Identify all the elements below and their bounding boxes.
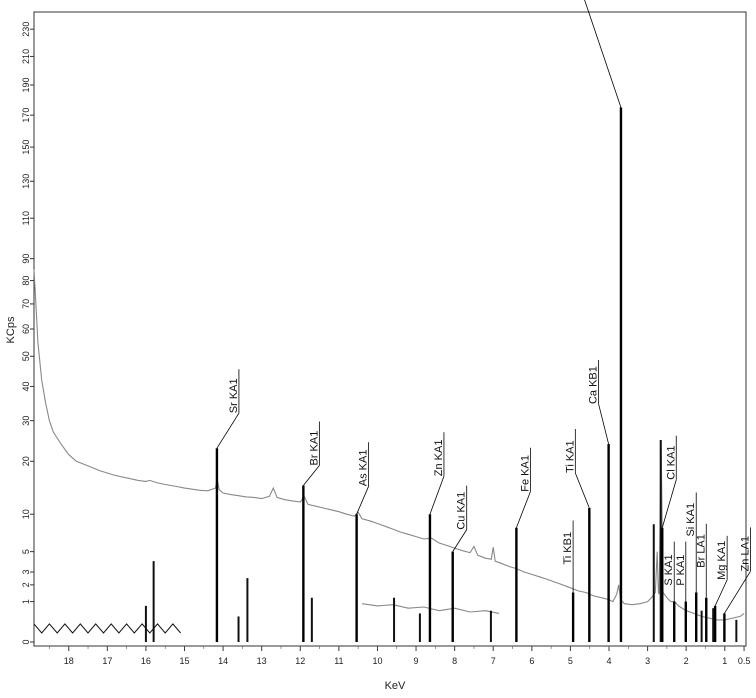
- y-axis-label: KCps: [5, 316, 17, 343]
- peak-label-5: Fe KA1: [519, 455, 531, 492]
- y-tick-label-19: 210: [21, 49, 31, 64]
- x-tick-label-5: 13: [257, 656, 267, 666]
- x-tick-label-12: 6: [529, 656, 534, 666]
- x-tick-label-10: 8: [452, 656, 457, 666]
- peak-label-14: Br LA1: [695, 534, 707, 568]
- x-tick-label-1: 17: [102, 656, 112, 666]
- peak-label-4: Cu KA1: [456, 492, 468, 530]
- y-tick-label-0: 0: [21, 639, 31, 644]
- peak-leader-15: [714, 579, 728, 607]
- y-tick-label-5: 10: [21, 509, 31, 519]
- x-axis: 18 17 16 15 14 13 12 11 10 9 8 7 6 5 4 3 2 1 0.5: [49, 646, 750, 666]
- peak-label-10: Cl KA1: [665, 445, 677, 479]
- x-tick-label-2: 16: [141, 656, 151, 666]
- series-spectrum-gray: [33, 269, 745, 621]
- x-tick-label-6: 12: [295, 656, 305, 666]
- peak-leader-16: [724, 571, 751, 614]
- peak-leader-0: [216, 412, 240, 449]
- peak-leader-5: [516, 491, 531, 528]
- plot-frame: [33, 11, 747, 647]
- y-tick-label-1: 1: [21, 599, 31, 604]
- peaks-layer: Sr KA1 Br KA1 As KA1 Zn KA1 Cu KA1 Fe KA1 Ti K…: [144, 0, 751, 642]
- x-tick-label-18: 0.5: [738, 656, 751, 666]
- x-tick-label-0: 18: [64, 656, 74, 666]
- y-tick-label-10: 60: [21, 324, 31, 334]
- x-tick-label-8: 10: [372, 656, 382, 666]
- y-tick-label-6: 20: [21, 456, 31, 466]
- y-tick-label-20: 230: [21, 22, 31, 37]
- series-spectrum-gray-low: [361, 603, 500, 614]
- x-tick-label-16: 2: [684, 656, 689, 666]
- peak-label-12: P KA1: [675, 555, 687, 586]
- y-tick-label-2: 2: [21, 582, 31, 587]
- peak-leader-8: [598, 403, 610, 445]
- peak-label-15: Mg KA1: [716, 541, 728, 580]
- y-tick-label-17: 170: [21, 108, 31, 123]
- x-axis-label: KeV: [385, 680, 406, 692]
- peak-leader-3: [429, 476, 445, 515]
- x-tick-label-7: 11: [334, 656, 343, 666]
- y-tick-label-9: 50: [21, 351, 31, 361]
- peak-leader-2: [356, 486, 369, 515]
- series-spectrum-black: [33, 623, 181, 634]
- x-tick-label-13: 5: [568, 656, 573, 666]
- x-tick-label-4: 14: [218, 656, 228, 666]
- y-tick-label-4: 5: [21, 549, 31, 554]
- peak-leader-9: [584, 0, 622, 108]
- peak-label-6: Ti KB1: [562, 532, 574, 565]
- peak-label-16: Zn LA1: [739, 536, 751, 571]
- y-tick-label-11: 70: [21, 299, 31, 309]
- y-tick-label-12: 80: [21, 276, 31, 286]
- y-tick-label-13: 90: [21, 254, 31, 264]
- peak-leader-10: [661, 479, 677, 528]
- y-tick-label-8: 40: [21, 381, 31, 391]
- x-tick-label-15: 3: [645, 656, 650, 666]
- x-tick-label-11: 7: [491, 656, 496, 666]
- x-tick-label-9: 9: [414, 656, 419, 666]
- peak-label-7: Ti KA1: [564, 440, 576, 473]
- y-tick-label-7: 30: [21, 416, 31, 426]
- x-tick-label-3: 15: [179, 656, 189, 666]
- series-layer: [33, 269, 745, 634]
- peak-leader-7: [574, 472, 590, 509]
- peak-label-0: Sr KA1: [228, 378, 240, 413]
- y-tick-label-14: 110: [21, 211, 31, 225]
- y-axis: 0 1 2 3 5 10 20 30 40 50 60 70 80 90 110 130 150 170 190 21…: [21, 22, 34, 645]
- peak-label-2: As KA1: [358, 450, 370, 487]
- peak-leader-4: [452, 529, 468, 552]
- peak-label-8: Ca KB1: [588, 366, 600, 404]
- y-tick-label-15: 130: [21, 174, 31, 189]
- peak-label-11: S KA1: [663, 554, 675, 585]
- peak-leader-1: [303, 465, 320, 486]
- y-tick-label-3: 3: [21, 570, 31, 575]
- peak-label-1: Br KA1: [308, 431, 320, 466]
- y-tick-label-16: 150: [21, 140, 31, 155]
- x-tick-label-17: 1: [722, 656, 727, 666]
- peak-label-3: Zn KA1: [433, 440, 445, 477]
- x-tick-label-14: 4: [606, 656, 611, 666]
- peak-label-13: Si KA1: [685, 503, 697, 537]
- y-tick-label-18: 190: [21, 77, 31, 92]
